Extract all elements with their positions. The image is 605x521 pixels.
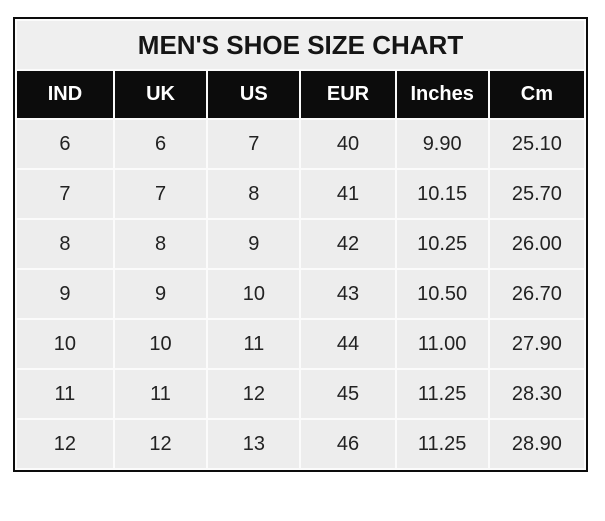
table-cell: 11 <box>206 318 302 370</box>
table-cell: 25.10 <box>487 118 587 170</box>
table-cell: 25.70 <box>487 168 587 220</box>
table-cell: 46 <box>299 418 397 470</box>
table-cell: 44 <box>299 318 397 370</box>
table-cell: 41 <box>299 168 397 220</box>
table-row: 8 8 9 42 10.25 26.00 <box>15 218 587 270</box>
table-row: 9 9 10 43 10.50 26.70 <box>15 268 587 320</box>
shoe-size-chart: MEN'S SHOE SIZE CHART IND UK US EUR Inch… <box>13 17 588 472</box>
table-cell: 26.00 <box>487 218 587 270</box>
column-header-ind: IND <box>15 69 115 120</box>
table-cell: 43 <box>299 268 397 320</box>
table-cell: 7 <box>15 168 115 220</box>
table-cell: 12 <box>112 418 209 470</box>
table-cell: 7 <box>112 168 209 220</box>
table-cell: 12 <box>15 418 115 470</box>
column-header-uk: UK <box>112 69 209 120</box>
table-cell: 9 <box>15 268 115 320</box>
table-cell: 42 <box>299 218 397 270</box>
table-cell: 10 <box>15 318 115 370</box>
table-cell: 12 <box>206 368 302 420</box>
column-header-inches: Inches <box>394 69 490 120</box>
table-cell: 8 <box>206 168 302 220</box>
column-header-cm: Cm <box>487 69 587 120</box>
table-cell: 11 <box>112 368 209 420</box>
table-cell: 28.90 <box>487 418 587 470</box>
table-row: 6 6 7 40 9.90 25.10 <box>15 118 587 170</box>
table-cell: 10.15 <box>394 168 490 220</box>
table-cell: 9 <box>206 218 302 270</box>
table-cell: 11 <box>15 368 115 420</box>
table-cell: 11.00 <box>394 318 490 370</box>
table-cell: 11.25 <box>394 418 490 470</box>
table-row: 7 7 8 41 10.15 25.70 <box>15 168 587 220</box>
table-row: 10 10 11 44 11.00 27.90 <box>15 318 587 370</box>
table-cell: 27.90 <box>487 318 587 370</box>
table-row: 11 11 12 45 11.25 28.30 <box>15 368 587 420</box>
header-row: IND UK US EUR Inches Cm <box>15 69 587 120</box>
table-cell: 8 <box>15 218 115 270</box>
table-cell: 10.50 <box>394 268 490 320</box>
table-cell: 11.25 <box>394 368 490 420</box>
size-chart-table: MEN'S SHOE SIZE CHART IND UK US EUR Inch… <box>15 19 587 470</box>
column-header-eur: EUR <box>299 69 397 120</box>
table-cell: 45 <box>299 368 397 420</box>
chart-title: MEN'S SHOE SIZE CHART <box>15 19 586 71</box>
title-row: MEN'S SHOE SIZE CHART <box>15 19 586 71</box>
table-cell: 28.30 <box>487 368 587 420</box>
table-cell: 7 <box>206 118 302 170</box>
table-cell: 10.25 <box>394 218 490 270</box>
table-row: 12 12 13 46 11.25 28.90 <box>15 418 587 470</box>
column-header-us: US <box>206 69 302 120</box>
table-cell: 9 <box>112 268 209 320</box>
table-cell: 8 <box>112 218 209 270</box>
table-cell: 6 <box>112 118 209 170</box>
table-cell: 10 <box>206 268 302 320</box>
table-cell: 9.90 <box>394 118 490 170</box>
table-body: 6 6 7 40 9.90 25.10 7 7 8 41 10.15 25.70… <box>15 118 587 470</box>
table-cell: 10 <box>112 318 209 370</box>
table-cell: 13 <box>206 418 302 470</box>
table-cell: 40 <box>299 118 397 170</box>
table-cell: 26.70 <box>487 268 587 320</box>
table-cell: 6 <box>15 118 115 170</box>
